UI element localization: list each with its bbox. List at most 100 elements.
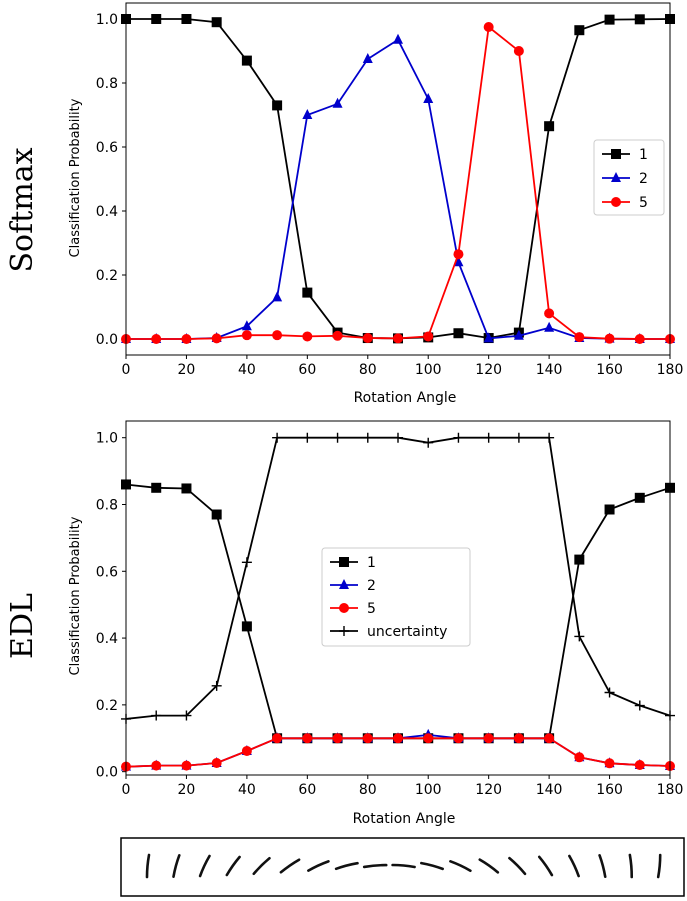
edl-series — [121, 432, 675, 772]
softmax-series-1-point — [544, 121, 555, 132]
softmax-series-1-point — [151, 14, 162, 24]
softmax-axes-frame — [125, 2, 671, 356]
rotated-digit — [537, 855, 554, 877]
edl-ytick-label: 1.0 — [96, 431, 118, 447]
softmax-series-1-point — [211, 17, 222, 28]
softmax-series-2-point — [423, 93, 434, 103]
edl-series-1-point — [211, 509, 222, 520]
edl-ylabel: Classification Probability — [68, 516, 83, 675]
softmax-series-5-point — [604, 333, 615, 344]
edl-series-uncertainty-point — [151, 710, 162, 721]
softmax-ytick-label: 1.0 — [96, 12, 118, 28]
softmax-series-1-point — [241, 55, 252, 66]
edl-panel: EDL Classification Probability Rotation … — [5, 420, 684, 827]
softmax-series-5-point — [151, 334, 162, 344]
edl-xtick-label: 80 — [359, 782, 377, 798]
softmax-series-5-point — [272, 330, 283, 341]
edl-axes-frame — [125, 420, 671, 776]
edl-series-5-point — [453, 733, 464, 744]
rotated-digit — [598, 854, 607, 878]
softmax-series-1-point — [574, 25, 585, 36]
edl-series-uncertainty-point — [513, 432, 524, 443]
softmax-series-5-line — [126, 25, 670, 340]
softmax-xtick-label: 100 — [415, 362, 442, 378]
softmax-legend-item-5: 5 — [602, 195, 648, 211]
digit-stroke — [537, 855, 554, 877]
edl-legend-item-1: 1 — [330, 555, 376, 571]
softmax-series-5-point — [181, 334, 192, 344]
softmax-series-2-point — [483, 332, 494, 343]
digit-stroke — [420, 861, 444, 871]
edl-series-uncertainty-point — [574, 631, 585, 642]
edl-series-uncertainty-point — [241, 557, 252, 568]
edl-legend-item-2: 2 — [330, 578, 376, 594]
digit-stroke — [145, 853, 151, 879]
edl-legend-label: 5 — [367, 601, 376, 617]
edl-series-uncertainty-point — [181, 710, 192, 721]
softmax-series-5-point — [302, 331, 313, 342]
rotated-digit — [307, 860, 330, 872]
edl-series-1-point — [181, 483, 192, 494]
softmax-series-2-point — [362, 53, 373, 63]
rotated-digit — [198, 854, 211, 878]
softmax-series — [121, 14, 675, 344]
edl-legend-label: 2 — [367, 578, 376, 594]
softmax-xtick-label: 180 — [657, 362, 684, 378]
digit-stroke — [172, 854, 181, 878]
digit-stroke — [279, 858, 301, 874]
softmax-series-2-point — [332, 97, 343, 108]
softmax-series-2-point — [453, 256, 464, 267]
softmax-series-1-point — [453, 328, 464, 339]
edl-series-uncertainty-point — [634, 700, 645, 711]
edl-series-5-point — [574, 752, 585, 763]
softmax-series-5-point — [634, 334, 645, 344]
softmax-xtick-label: 20 — [178, 362, 196, 378]
rotated-digit — [334, 861, 359, 871]
softmax-series-2-line — [126, 38, 670, 340]
softmax-xtick-label: 60 — [298, 362, 316, 378]
digit-stroke — [598, 854, 607, 878]
softmax-xlabel: Rotation Angle — [354, 390, 457, 406]
edl-xtick-label: 140 — [536, 782, 563, 798]
softmax-xtick-label: 40 — [238, 362, 256, 378]
rotated-digit — [145, 853, 151, 879]
rotated-digit — [225, 855, 241, 877]
edl-ytick-label: 0.4 — [96, 631, 118, 647]
edl-series-uncertainty-point — [604, 687, 615, 698]
softmax-series-5-point — [544, 308, 555, 319]
edl-series-uncertainty-point — [423, 437, 434, 448]
softmax-ytick-label: 0.2 — [96, 268, 118, 284]
softmax-ylabel: Classification Probability — [68, 98, 83, 257]
edl-series-5-point — [513, 733, 524, 744]
edl-legend-label: uncertainty — [367, 624, 447, 640]
softmax-series-5-point — [423, 331, 434, 342]
softmax-series-1-point — [634, 14, 645, 25]
softmax-series-5-point — [211, 333, 222, 344]
rotated-digit — [420, 861, 444, 871]
edl-xtick-label: 180 — [657, 782, 684, 798]
edl-series-5-point — [362, 733, 373, 744]
edl-xtick-label: 160 — [596, 782, 623, 798]
edl-series-5-point — [634, 759, 645, 770]
softmax-series-2-point — [393, 33, 403, 44]
edl-series-5-point — [393, 733, 403, 744]
edl-series-5-point — [483, 733, 494, 744]
digit-stroke — [334, 861, 359, 871]
softmax-ytick-label: 0.0 — [96, 332, 118, 348]
softmax-xtick-label: 160 — [596, 362, 623, 378]
softmax-series-5-point — [332, 330, 343, 341]
edl-ytick-label: 0.0 — [96, 765, 118, 781]
digit-stroke — [307, 860, 330, 872]
edl-legend-item-uncertainty: uncertainty — [330, 624, 447, 640]
edl-series-uncertainty-point — [483, 432, 494, 443]
digit-stroke — [362, 863, 388, 869]
softmax-xtick-label: 0 — [122, 362, 131, 378]
edl-legend-marker — [339, 579, 349, 589]
edl-xlabel: Rotation Angle — [353, 811, 456, 827]
softmax-xtick-label: 80 — [359, 362, 377, 378]
edl-xtick-label: 60 — [298, 782, 316, 798]
digit-stroke — [449, 859, 472, 873]
edl-series-1-point — [604, 504, 615, 515]
rotated-digit — [252, 856, 271, 876]
